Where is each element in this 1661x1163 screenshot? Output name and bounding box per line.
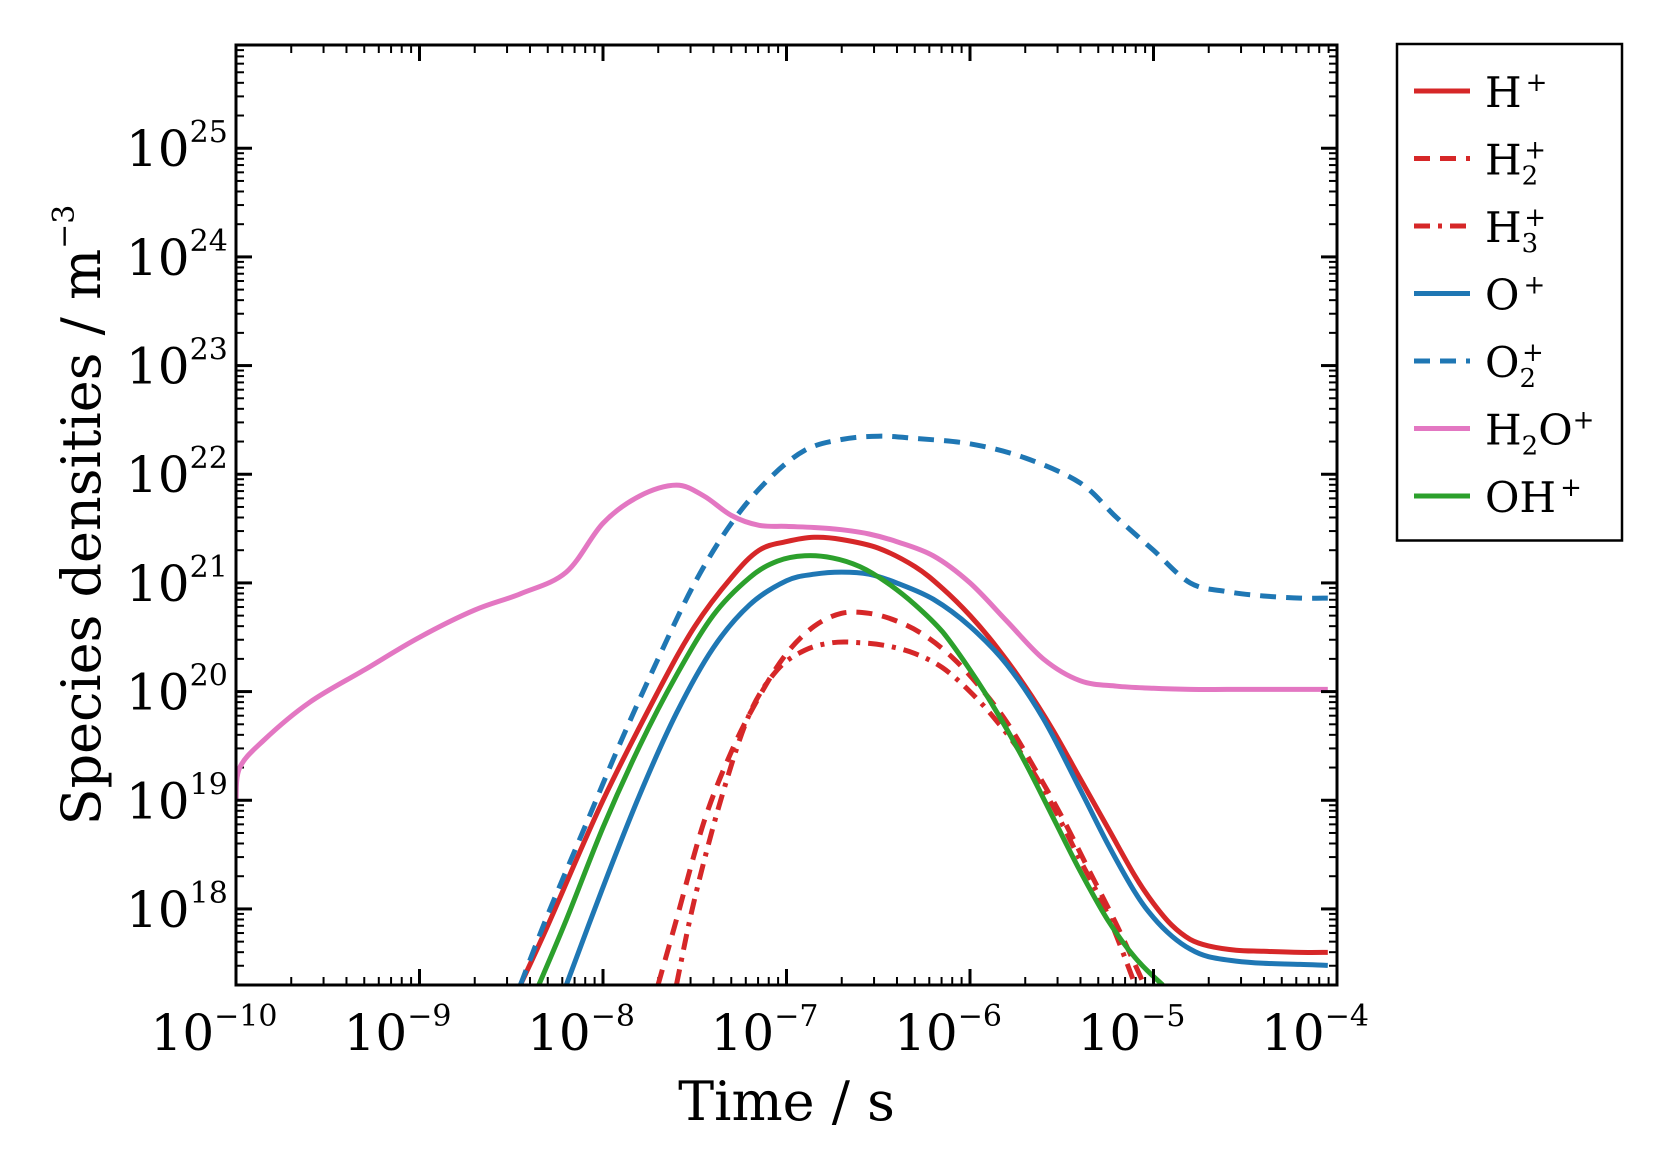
x-axis-title: Time / s: [678, 1070, 895, 1133]
y-tick-label: 1018: [126, 876, 228, 939]
legend-label: H +: [1485, 68, 1547, 117]
major-ticks: [234, 45, 1339, 985]
y-tick-label: 1025: [126, 115, 228, 178]
series-line-ohplus: [536, 553, 1165, 985]
legend: H + H2+ H3+ O + O2+ H2O+ OH +: [1395, 42, 1624, 542]
x-tick-label: 10−6: [894, 999, 1002, 1062]
legend-label: O2+: [1485, 338, 1544, 394]
y-tick-label: 1024: [126, 224, 228, 287]
y-tick-label: 1023: [126, 333, 228, 396]
y-axis-title: Species densities / m−3: [47, 205, 113, 826]
series-line-oplus: [563, 569, 1328, 985]
x-tick-label: 10−7: [711, 999, 819, 1062]
minor-ticks: [236, 45, 1337, 986]
x-tick-label: 10−5: [1078, 999, 1186, 1062]
x-tick-label: 10−4: [1261, 999, 1369, 1062]
legend-label: H2O+: [1485, 406, 1594, 462]
y-tick-label: 1020: [126, 659, 228, 722]
legend-label: OH +: [1485, 473, 1582, 522]
legend-label: H3+: [1485, 203, 1546, 259]
legend-label: H2+: [1485, 136, 1546, 192]
y-tick-label: 1021: [126, 550, 228, 613]
series-line-h3plus: [673, 639, 1138, 985]
legend-label: O +: [1485, 271, 1545, 320]
y-axis-title-group: Species densities / m−3: [47, 205, 113, 826]
series-group: [236, 433, 1328, 985]
y-tick-label: 1022: [126, 441, 228, 504]
x-tick-label: 10−9: [344, 999, 452, 1062]
series-line-o2plus: [518, 433, 1328, 985]
y-tick-label: 1019: [126, 767, 228, 830]
series-line-h2plus: [655, 609, 1147, 985]
series-line-h2oplus: [236, 482, 1328, 801]
x-tick-label: 10−8: [527, 999, 635, 1062]
series-line-hplus: [518, 534, 1328, 985]
x-tick-label: 10−10: [151, 999, 278, 1062]
plot-frame: [234, 43, 1339, 987]
tick-labels: 10−10 10−9 10−8 10−7 10−6 10−5 10−4 1018 1019 102…: [126, 115, 1369, 1062]
axis-titles: Time / s Species densities / m−3: [47, 205, 895, 1133]
